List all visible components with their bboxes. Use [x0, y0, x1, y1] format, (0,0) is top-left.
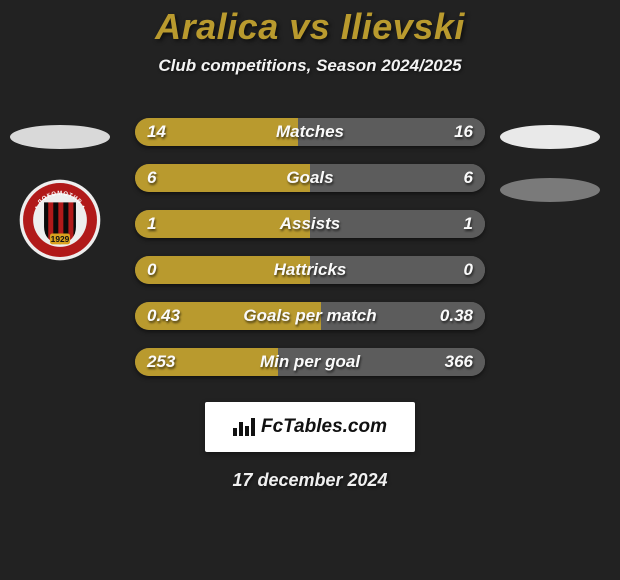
- bar-left-fill: [135, 118, 298, 146]
- bar-right-fill: [321, 302, 485, 330]
- comparison-bars: 1416Matches 66Goals 11Assists 00Hattricks 0.…: [135, 118, 485, 376]
- bar-right-fill: [310, 210, 485, 238]
- bar-right-fill: [278, 348, 485, 376]
- logo-year-text: 1929: [51, 234, 70, 244]
- bar-right-fill: [310, 256, 485, 284]
- bar-row: 66Goals: [135, 164, 485, 192]
- date-text: 17 december 2024: [0, 470, 620, 491]
- page-title: Aralica vs Ilievski: [0, 6, 620, 48]
- bar-right-fill: [310, 164, 485, 192]
- chart-icon: [233, 418, 255, 436]
- bar-right-fill: [298, 118, 485, 146]
- subtitle: Club competitions, Season 2024/2025: [0, 56, 620, 76]
- bar-left-fill: [135, 210, 310, 238]
- bar-left-fill: [135, 302, 321, 330]
- left-placeholder-badge: [10, 125, 110, 149]
- bar-row: 00Hattricks: [135, 256, 485, 284]
- bar-left-fill: [135, 164, 310, 192]
- bar-left-fill: [135, 256, 310, 284]
- bar-row: 0.430.38Goals per match: [135, 302, 485, 330]
- bar-row: 1416Matches: [135, 118, 485, 146]
- right-placeholder-badge-top: [500, 125, 600, 149]
- fctables-text: FcTables.com: [261, 416, 387, 438]
- fctables-logo: FcTables.com: [205, 402, 415, 452]
- bar-row: 253366Min per goal: [135, 348, 485, 376]
- bar-row: 11Assists: [135, 210, 485, 238]
- club-logo: 1929 • ЛОКОМОТИВ •: [18, 178, 102, 262]
- content-root: Aralica vs Ilievski Club competitions, S…: [0, 0, 620, 580]
- bar-left-fill: [135, 348, 278, 376]
- right-placeholder-badge-bottom: [500, 178, 600, 202]
